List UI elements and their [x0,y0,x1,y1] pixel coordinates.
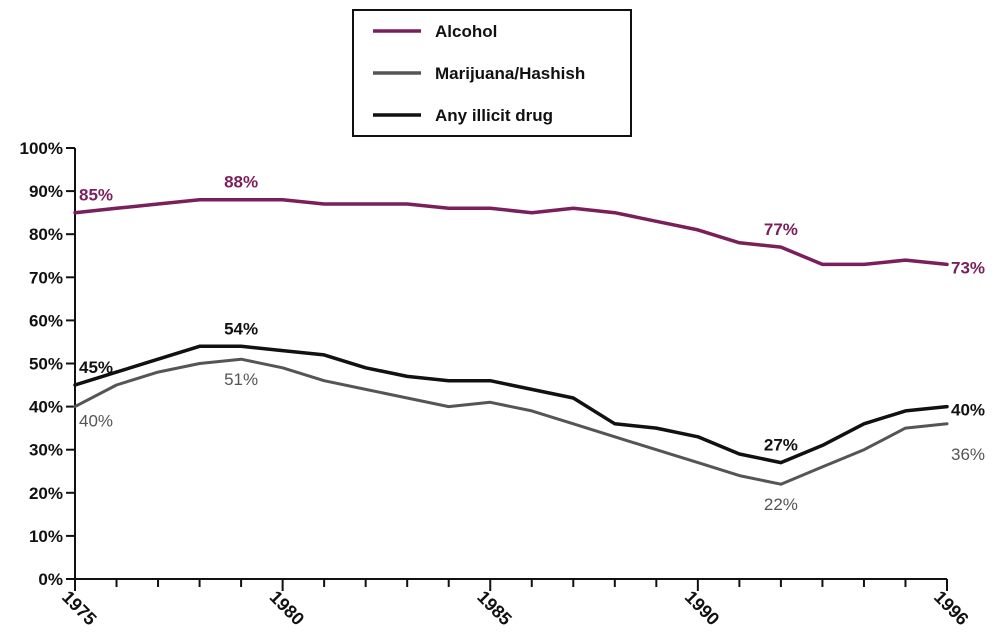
data-label: 27% [764,436,798,455]
data-label: 40% [79,412,113,431]
y-tick-label: 20% [29,484,63,503]
series-line-marijuana-hashish [73,357,949,486]
x-tick-label: 1975 [58,587,100,629]
data-label: 40% [951,401,985,420]
data-label: 36% [951,445,985,464]
data-label: 73% [951,258,985,277]
data-label: 85% [79,186,113,205]
y-tick-label: 60% [29,311,63,330]
series-lines [73,197,949,486]
data-label: 77% [764,220,798,239]
x-tick-label: 1996 [930,587,972,629]
data-label: 22% [764,495,798,514]
data-label: 45% [79,358,113,377]
legend: Alcohol Marijuana/Hashish Any illicit drug [352,9,632,137]
y-tick-label: 10% [29,527,63,546]
data-label: 88% [224,173,258,192]
legend-label: Any illicit drug [435,106,553,125]
data-label: 51% [224,370,258,389]
legend-label: Marijuana/Hashish [435,64,585,83]
y-tick-label: 0% [38,570,63,589]
y-tick-label: 90% [29,182,63,201]
legend-label: Alcohol [435,22,497,41]
y-tick-label: 50% [29,355,63,374]
y-tick-label: 30% [29,441,63,460]
series-line-alcohol [73,197,949,267]
x-tick-label: 1990 [681,587,723,629]
y-tick-label: 100% [20,139,63,158]
data-label: 54% [224,319,258,338]
axes: 0% 10% 20% 30% 40% 50% 60% 70% 80% 90% 100% 1975 198… [20,139,973,629]
data-labels: 85% 88% 77% 73% 40% 51% 22% 36% 45% 54% 27% 40% [79,173,985,514]
y-tick-label: 70% [29,268,63,287]
x-tick-label: 1980 [266,587,308,629]
series-line-any-illicit-drug [73,344,949,465]
x-tick-label: 1985 [473,587,515,629]
y-tick-label: 40% [29,398,63,417]
y-tick-label: 80% [29,225,63,244]
